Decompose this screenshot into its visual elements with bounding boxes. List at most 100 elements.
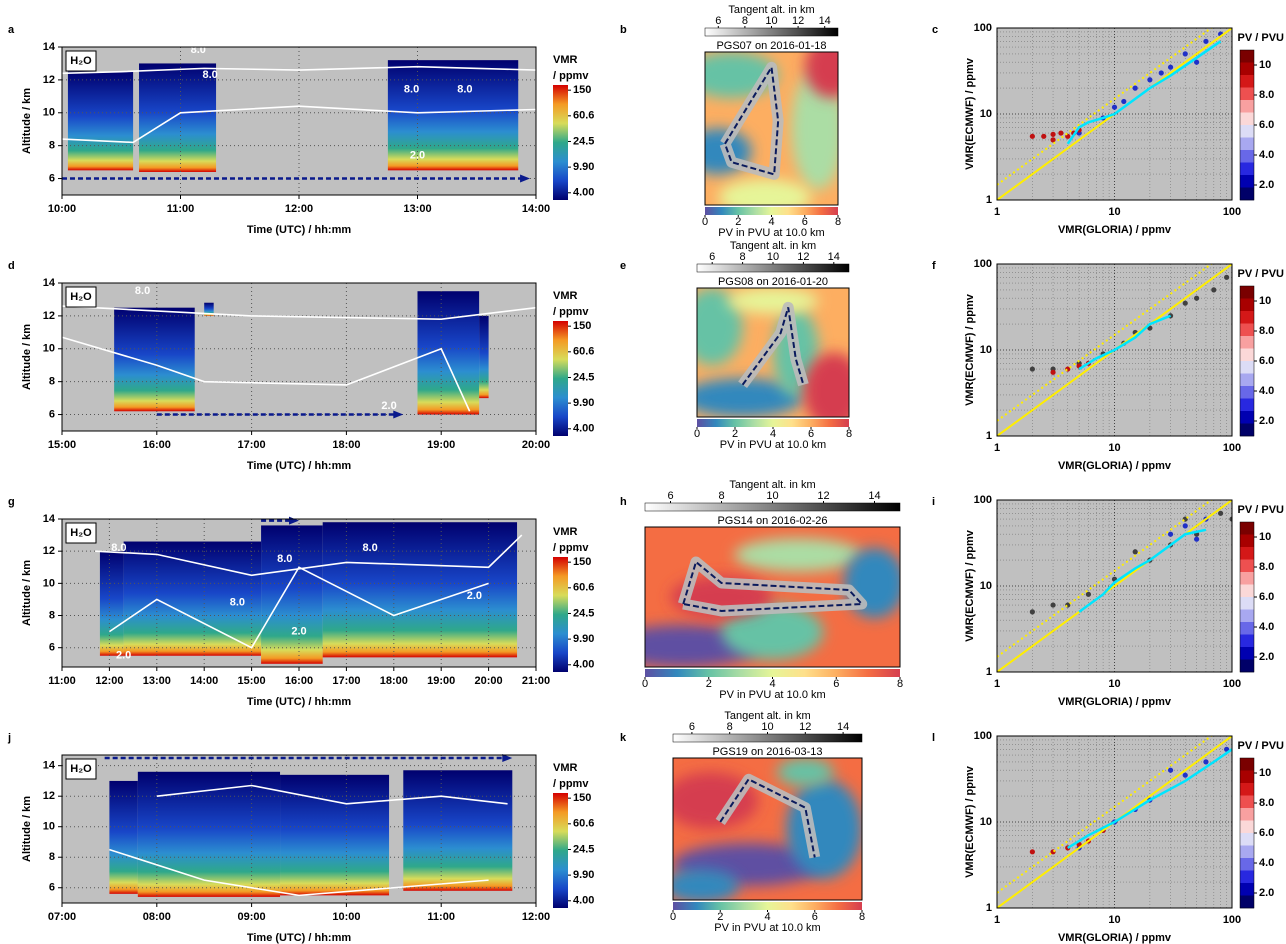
y-tick-label: 10 — [980, 580, 992, 592]
colorbar-title: / ppmv — [553, 306, 589, 318]
x-axis-label: Time (UTC) / hh:mm — [247, 460, 352, 472]
colorbar-tick-label: 150 — [573, 792, 591, 804]
pv-tick-label: 6 — [808, 428, 814, 440]
pv-tick-label: 0 — [694, 428, 700, 440]
tangent-tick-label: 6 — [667, 490, 673, 502]
panel-label: h — [620, 496, 627, 508]
plot-area — [997, 500, 1232, 672]
species-box — [65, 50, 97, 72]
x-axis-label: Time (UTC) / hh:mm — [247, 696, 352, 708]
colorbar-bin — [1240, 622, 1254, 635]
x-tick-label: 10:00 — [48, 203, 76, 215]
colorbar-bin — [1240, 783, 1254, 796]
colorbar-tick-label: 8.0 — [1259, 325, 1274, 337]
tangent-tick-label: 10 — [766, 490, 778, 502]
pv-colorbar — [705, 207, 838, 215]
colorbar-title: PV / PVU — [1238, 268, 1285, 280]
x-axis-label: Time (UTC) / hh:mm — [247, 932, 352, 944]
pv-tick-label: 6 — [802, 216, 808, 228]
map-field — [673, 758, 862, 900]
x-axis-label: VMR(GLORIA) / ppmv — [1058, 696, 1172, 708]
tangent-tick-label: 12 — [817, 490, 829, 502]
x-tick-label: 1 — [994, 914, 1000, 926]
colorbar-title: / ppmv — [553, 70, 589, 82]
contour-line — [95, 534, 523, 577]
ratio-line — [997, 736, 1214, 894]
species-label: H₂O — [70, 527, 92, 539]
colorbar-title: PV / PVU — [1238, 504, 1285, 516]
curtain-segment — [280, 774, 390, 896]
tangent-colorbar — [696, 263, 850, 273]
colorbar-tick-label: 24.5 — [573, 843, 594, 855]
colorbar-tick-label: 4.0 — [1259, 857, 1274, 869]
tangent-tick-label: 10 — [761, 721, 773, 733]
colorbar-bin — [1240, 62, 1254, 76]
colorbar-tick-label: 10 — [1259, 295, 1271, 307]
y-tick-label: 100 — [974, 22, 992, 34]
contour-label: 8.0 — [135, 285, 150, 297]
colorbar-bin — [1240, 386, 1254, 399]
panel-label: j — [7, 732, 11, 744]
colorbar-bin — [1240, 323, 1254, 337]
y-tick-label: 10 — [980, 108, 992, 120]
colorbar-bin — [1240, 795, 1254, 809]
colorbar-title: VMR — [553, 526, 578, 538]
pv-tick-label: 2 — [717, 911, 723, 923]
scatter-point — [1203, 759, 1209, 765]
pv-tick-label: 4 — [764, 911, 770, 923]
curtain-segment — [137, 771, 281, 897]
map-blob — [791, 67, 838, 190]
colorbar-bin — [1240, 597, 1254, 610]
tangent-colorbar — [672, 733, 863, 743]
colorbar-tick-label: 4.00 — [573, 895, 594, 907]
panel-label: b — [620, 24, 627, 36]
scatter-point — [1224, 274, 1230, 280]
y-tick-label: 10 — [980, 816, 992, 828]
median-line — [1078, 528, 1207, 613]
map-blob — [718, 178, 812, 205]
colorbar-tick-label: 10 — [1259, 767, 1271, 779]
x-tick-label: 17:00 — [238, 439, 266, 451]
contour-line — [156, 784, 508, 805]
scatter-point — [1132, 549, 1138, 555]
colorbar-bin — [1240, 770, 1254, 784]
scatter-point — [1218, 510, 1224, 516]
colorbar-tick-label: 2.0 — [1259, 887, 1274, 899]
scatter-point — [1167, 64, 1174, 70]
scatter-point — [1132, 85, 1138, 91]
x-tick-label: 13:00 — [143, 675, 171, 687]
flight-path — [719, 778, 816, 858]
colorbar-bin — [1240, 833, 1254, 846]
curtain-segment — [67, 71, 134, 171]
colorbar-bin — [1240, 112, 1254, 126]
scatter-point — [1029, 849, 1035, 855]
pv-label: PV in PVU at 10.0 km — [719, 689, 825, 701]
colorbar-tick-label: 150 — [573, 556, 591, 568]
contour-label: 8.0 — [230, 597, 245, 609]
x-tick-label: 100 — [1223, 442, 1241, 454]
y-tick-label: 14 — [43, 513, 56, 525]
colorbar-bin — [1240, 634, 1254, 648]
map-blob — [776, 758, 834, 787]
curtain-segment — [322, 522, 518, 658]
colorbar-bin — [1240, 398, 1254, 412]
x-tick-label: 10 — [1108, 678, 1120, 690]
colorbar-tick-label: 9.90 — [573, 397, 594, 409]
species-label: H₂O — [70, 55, 92, 67]
x-tick-label: 10 — [1108, 914, 1120, 926]
y-tick-label: 14 — [43, 277, 56, 289]
y-tick-label: 14 — [43, 760, 56, 772]
flight-arrow-head — [502, 754, 513, 763]
y-tick-label: 10 — [43, 577, 55, 589]
x-tick-label: 15:00 — [48, 439, 76, 451]
scatter-point — [1194, 536, 1200, 542]
pv-tick-label: 0 — [642, 678, 648, 690]
contour-label: 8.0 — [404, 84, 419, 96]
colorbar-bin — [1240, 50, 1254, 63]
y-axis-label: Altitude / km — [21, 796, 33, 862]
x-tick-label: 1 — [994, 206, 1000, 218]
tangent-tick-label: 10 — [767, 251, 779, 263]
x-tick-label: 12:00 — [522, 911, 550, 923]
x-tick-label: 1 — [994, 442, 1000, 454]
x-tick-label: 11:00 — [48, 675, 76, 687]
